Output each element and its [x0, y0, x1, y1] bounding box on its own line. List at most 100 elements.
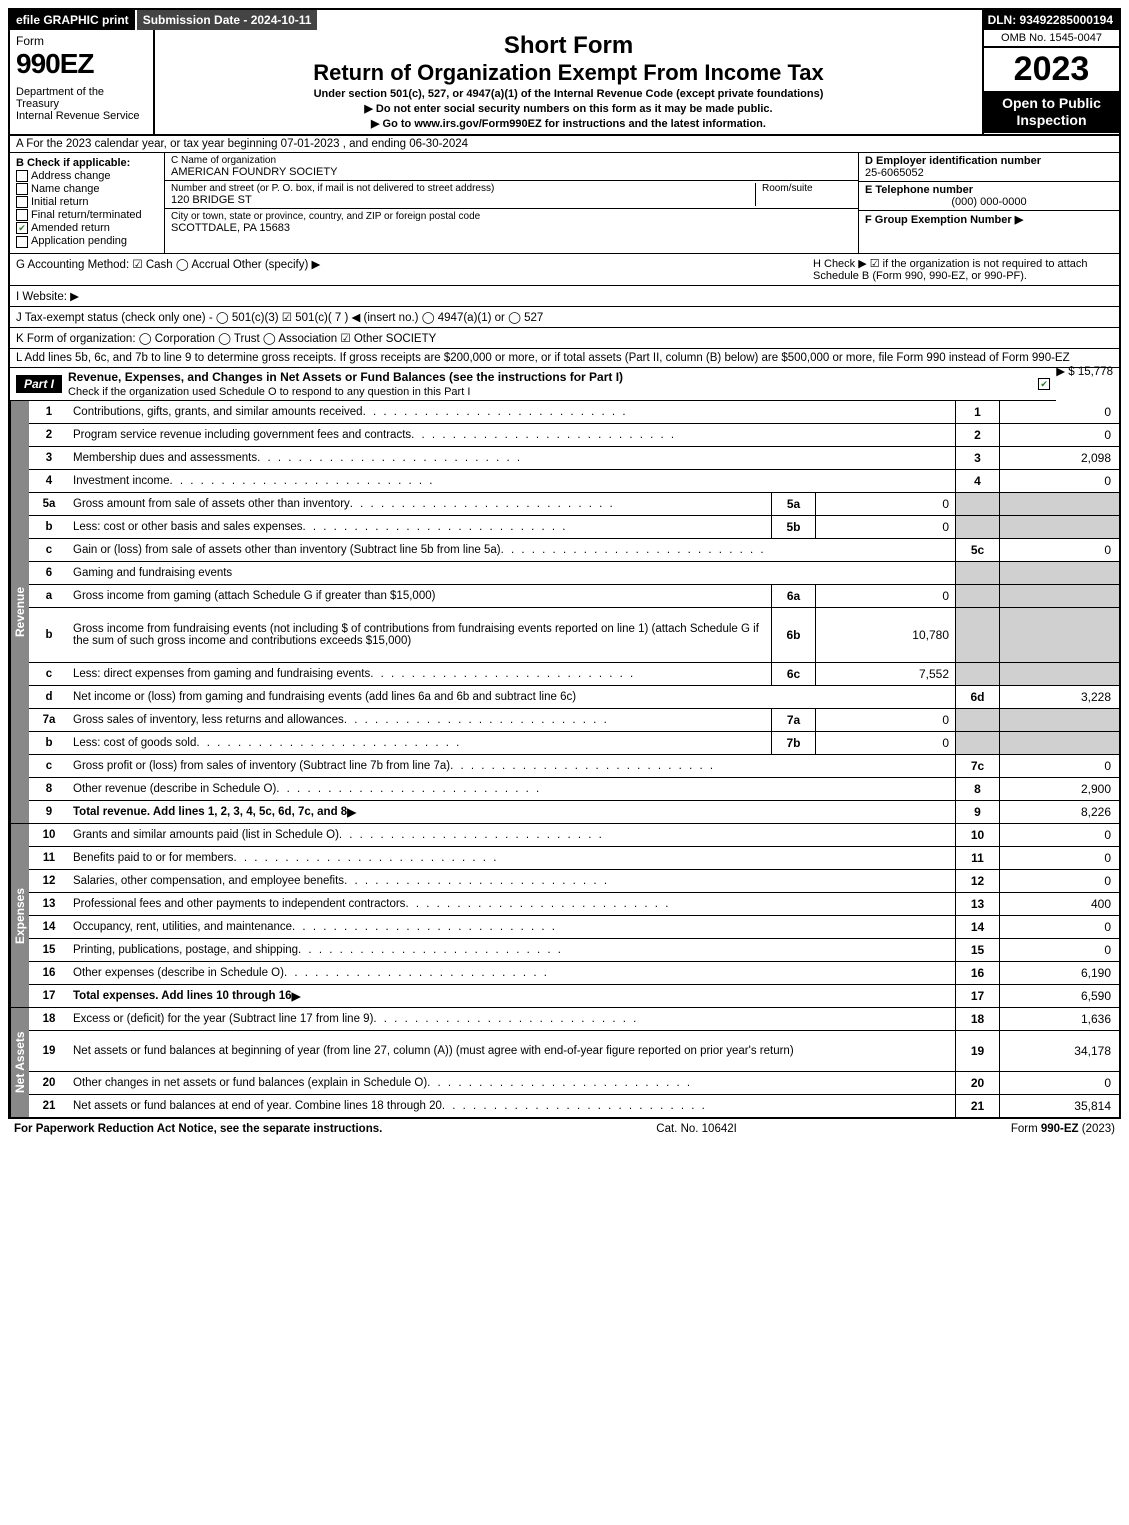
cb-label: Final return/terminated	[31, 209, 142, 221]
cb-initial-return[interactable]	[16, 196, 28, 208]
line-value: 0	[999, 401, 1119, 423]
line-6c: c Less: direct expenses from gaming and …	[29, 662, 1119, 685]
row-j-tax-exempt: J Tax-exempt status (check only one) - ◯…	[10, 307, 1119, 328]
dept-treasury: Department of the Treasury	[16, 86, 147, 110]
cb-application-pending[interactable]	[16, 236, 28, 248]
line-value: 2,900	[999, 778, 1119, 800]
line-7a: 7a Gross sales of inventory, less return…	[29, 708, 1119, 731]
line-number: c	[29, 663, 69, 685]
ssn-warning: ▶ Do not enter social security numbers o…	[163, 102, 974, 115]
line-value: 0	[999, 870, 1119, 892]
goto-link[interactable]: ▶ Go to www.irs.gov/Form990EZ for instru…	[163, 117, 974, 130]
line-desc: Total revenue. Add lines 1, 2, 3, 4, 5c,…	[69, 801, 955, 823]
shade-cell	[955, 608, 999, 662]
line-desc: Net assets or fund balances at end of ye…	[69, 1095, 955, 1117]
line-number: 16	[29, 962, 69, 984]
line-number: 20	[29, 1072, 69, 1094]
ein-label: D Employer identification number	[865, 155, 1113, 167]
spacer	[319, 10, 981, 30]
line-ref: 14	[955, 916, 999, 938]
line-desc: Membership dues and assessments	[69, 447, 955, 469]
shade-cell	[999, 608, 1119, 662]
expenses-section: Expenses 10 Grants and similar amounts p…	[10, 824, 1119, 1008]
header-right: OMB No. 1545-0047 2023 Open to Public In…	[984, 30, 1119, 134]
line-value: 2,098	[999, 447, 1119, 469]
line-13: 13 Professional fees and other payments …	[29, 892, 1119, 915]
line-ref: 16	[955, 962, 999, 984]
mid-ref: 5a	[771, 493, 815, 515]
line-12: 12 Salaries, other compensation, and emp…	[29, 869, 1119, 892]
footer-form-ref: Form 990-EZ (2023)	[1011, 1123, 1115, 1135]
net-assets-section: Net Assets 18 Excess or (deficit) for th…	[10, 1008, 1119, 1117]
page-footer: For Paperwork Reduction Act Notice, see …	[8, 1119, 1121, 1139]
shade-cell	[999, 562, 1119, 584]
line-desc: Gross income from gaming (attach Schedul…	[69, 585, 771, 607]
mid-ref: 5b	[771, 516, 815, 538]
line-number: c	[29, 755, 69, 777]
line-desc: Professional fees and other payments to …	[69, 893, 955, 915]
line-ref: 7c	[955, 755, 999, 777]
shade-cell	[999, 516, 1119, 538]
rows-g-through-l: G Accounting Method: ☑ Cash ◯ Accrual Ot…	[10, 254, 1119, 368]
street-address: 120 BRIDGE ST	[171, 194, 755, 206]
line-ref: 20	[955, 1072, 999, 1094]
line-value: 35,814	[999, 1095, 1119, 1117]
cb-label: Initial return	[31, 196, 88, 208]
cb-address-change[interactable]	[16, 170, 28, 182]
group-exemption-label: F Group Exemption Number ▶	[865, 213, 1113, 226]
line-5b: b Less: cost or other basis and sales ex…	[29, 515, 1119, 538]
line-1: 1 Contributions, gifts, grants, and simi…	[29, 401, 1119, 423]
line-ref: 5c	[955, 539, 999, 561]
line-14: 14 Occupancy, rent, utilities, and maint…	[29, 915, 1119, 938]
line-17-total-expenses: 17 Total expenses. Add lines 10 through …	[29, 984, 1119, 1007]
shade-cell	[999, 663, 1119, 685]
net-assets-sidetab: Net Assets	[10, 1008, 29, 1117]
shade-cell	[999, 709, 1119, 731]
line-number: 15	[29, 939, 69, 961]
col-b-header: B Check if applicable:	[16, 157, 158, 169]
part-1-title: Revenue, Expenses, and Changes in Net As…	[68, 370, 623, 384]
column-b-checkboxes: B Check if applicable: Address change Na…	[10, 153, 165, 253]
column-c-org-info: C Name of organization AMERICAN FOUNDRY …	[165, 153, 859, 253]
line-desc: Printing, publications, postage, and shi…	[69, 939, 955, 961]
cb-schedule-o[interactable]	[1038, 378, 1050, 390]
shade-cell	[999, 732, 1119, 754]
line-ref: 10	[955, 824, 999, 846]
cb-label: Application pending	[31, 235, 127, 247]
line-desc: Other revenue (describe in Schedule O)	[69, 778, 955, 800]
line-desc: Gross profit or (loss) from sales of inv…	[69, 755, 955, 777]
line-8: 8 Other revenue (describe in Schedule O)…	[29, 777, 1119, 800]
telephone-value: (000) 000-0000	[865, 196, 1113, 208]
line-ref: 15	[955, 939, 999, 961]
line-desc: Other changes in net assets or fund bala…	[69, 1072, 955, 1094]
header-middle: Short Form Return of Organization Exempt…	[155, 30, 984, 134]
mid-value: 0	[815, 709, 955, 731]
line-value: 6,190	[999, 962, 1119, 984]
org-name-label: C Name of organization	[171, 155, 852, 166]
shade-cell	[955, 562, 999, 584]
revenue-section: Revenue 1 Contributions, gifts, grants, …	[10, 401, 1119, 824]
line-desc: Program service revenue including govern…	[69, 424, 955, 446]
shade-cell	[955, 709, 999, 731]
row-h-schedule-b: H Check ▶ ☑ if the organization is not r…	[813, 257, 1113, 282]
line-desc: Grants and similar amounts paid (list in…	[69, 824, 955, 846]
line-number: 7a	[29, 709, 69, 731]
line-desc: Gross amount from sale of assets other t…	[69, 493, 771, 515]
tax-year: 2023	[984, 48, 1119, 91]
header-left: Form 990EZ Department of the Treasury In…	[10, 30, 155, 134]
omb-number: OMB No. 1545-0047	[984, 30, 1119, 48]
line-20: 20 Other changes in net assets or fund b…	[29, 1071, 1119, 1094]
submission-date: Submission Date - 2024-10-11	[137, 10, 320, 30]
irs-label: Internal Revenue Service	[16, 110, 147, 122]
line-21: 21 Net assets or fund balances at end of…	[29, 1094, 1119, 1117]
line-number: 1	[29, 401, 69, 423]
shade-cell	[955, 585, 999, 607]
cb-amended-return[interactable]	[16, 222, 28, 234]
efile-print-label[interactable]: efile GRAPHIC print	[10, 10, 137, 30]
line-number: 5a	[29, 493, 69, 515]
cb-name-change[interactable]	[16, 183, 28, 195]
line-desc: Less: cost or other basis and sales expe…	[69, 516, 771, 538]
line-ref: 19	[955, 1031, 999, 1071]
cb-final-return[interactable]	[16, 209, 28, 221]
line-value: 0	[999, 824, 1119, 846]
